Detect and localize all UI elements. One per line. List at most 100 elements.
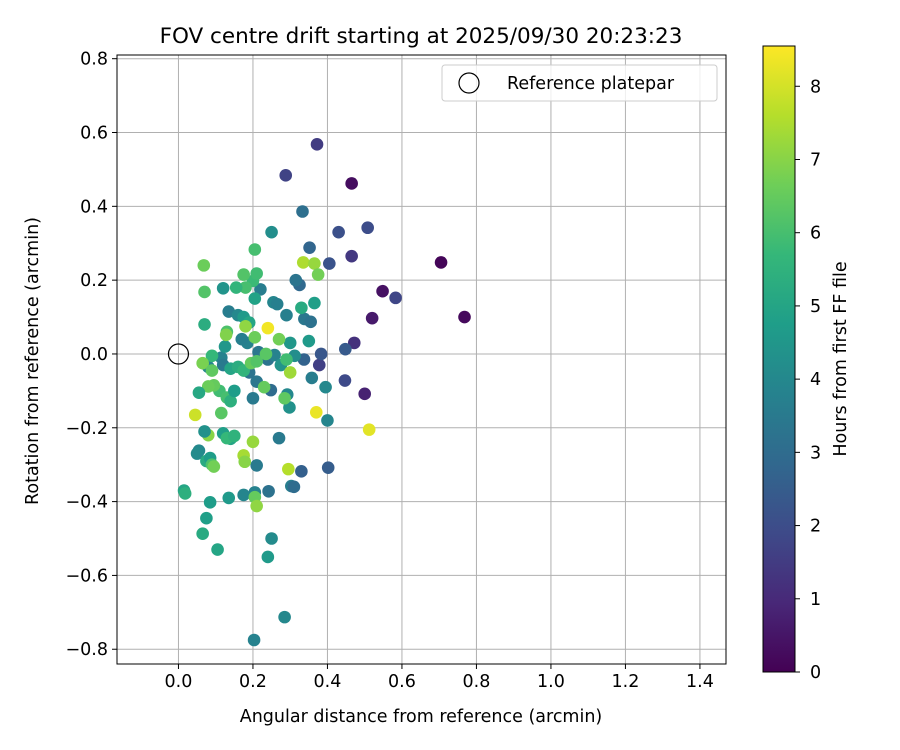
data-point [250,355,263,368]
data-point [238,455,252,469]
y-tick-label: −0.8 [66,640,109,660]
data-point [312,358,326,372]
y-tick-label: 0.6 [80,124,108,144]
y-tick-label: 0.4 [80,197,108,217]
data-point [311,268,325,281]
data-point [203,496,217,509]
x-axis-label: Angular distance from reference (arcmin) [240,707,603,727]
data-point [310,138,324,151]
data-point [229,281,243,294]
data-point [434,256,448,269]
x-tick-label: 0.8 [463,672,491,692]
data-point [282,462,295,476]
colorbar-tick-label: 6 [810,224,821,244]
colorbar-tick-label: 0 [810,663,821,683]
colorbar-tick-label: 5 [810,297,821,317]
data-point [228,429,241,443]
data-point [218,340,232,353]
data-point [188,408,202,422]
data-point [345,249,358,263]
y-tick-label: −0.4 [66,493,109,513]
data-point [361,221,374,235]
data-point [239,281,252,294]
data-point [219,328,233,342]
colorbar-ticks: 0 1 2 3 4 5 6 7 8 [795,77,821,683]
data-point [332,225,345,239]
data-point [254,283,267,296]
chart-title: FOV centre drift starting at 2025/09/30 … [160,24,683,49]
data-point [304,315,317,329]
data-point [250,459,263,472]
colorbar-tick-label: 7 [810,150,821,170]
data-point [295,465,308,478]
colorbar-tick-label: 1 [810,590,821,610]
data-point [338,374,352,387]
data-point [224,394,237,408]
data-points [167,138,471,647]
y-tick-label: −0.2 [66,419,109,439]
data-point [358,387,371,401]
data-point [339,342,352,356]
y-tick-label: −0.6 [66,566,109,586]
plot-frame [116,54,727,665]
y-tick-label: 0.0 [80,345,108,365]
reference-platepar-marker [167,343,190,365]
data-point [265,225,278,239]
data-point [248,292,262,305]
data-point [308,257,321,270]
data-point [270,297,284,311]
data-point [250,267,263,280]
data-point [207,460,221,473]
data-point [222,491,236,505]
legend-entry-reference-platepar: Reference platepar [507,74,675,94]
x-tick-label: 1.0 [537,672,565,692]
data-point [283,336,297,350]
data-point [321,461,335,474]
legend: Reference platepar [441,64,718,102]
data-point [247,633,261,647]
x-axis-ticks: 0.0 0.2 0.4 0.6 0.8 1.0 1.2 1.4 [165,664,714,692]
x-tick-label: 1.4 [686,672,714,692]
data-point [211,543,224,556]
data-point [345,177,358,190]
data-point [248,331,262,344]
data-point [280,308,293,322]
data-point [347,336,361,350]
data-point [178,487,192,500]
colorbar-gradient [762,45,796,673]
x-tick-label: 0.6 [388,672,416,692]
data-point [389,291,402,305]
data-point [376,284,389,298]
data-point [248,243,262,256]
data-point [265,532,278,545]
data-point [289,273,303,287]
data-point [201,380,215,393]
data-point [261,321,275,335]
data-point [458,310,471,324]
grid [117,55,726,664]
data-point [362,423,376,436]
data-point [296,205,309,218]
data-point [237,268,250,281]
data-point [228,384,241,398]
data-point [309,405,323,419]
x-tick-label: 0.4 [314,672,342,692]
data-point [196,527,209,541]
data-point [280,353,293,366]
data-point [302,334,316,348]
data-point [314,347,328,361]
data-point [214,406,228,420]
data-point [190,447,204,460]
data-point [272,332,286,346]
y-tick-label: 0.8 [80,50,108,70]
data-point [200,511,213,525]
data-point [283,366,297,379]
data-point [283,401,296,414]
data-point [235,332,249,346]
colorbar-tick-label: 8 [810,77,821,97]
data-point [261,550,275,564]
data-point [308,296,321,310]
data-point [296,256,310,269]
data-point [279,169,293,182]
